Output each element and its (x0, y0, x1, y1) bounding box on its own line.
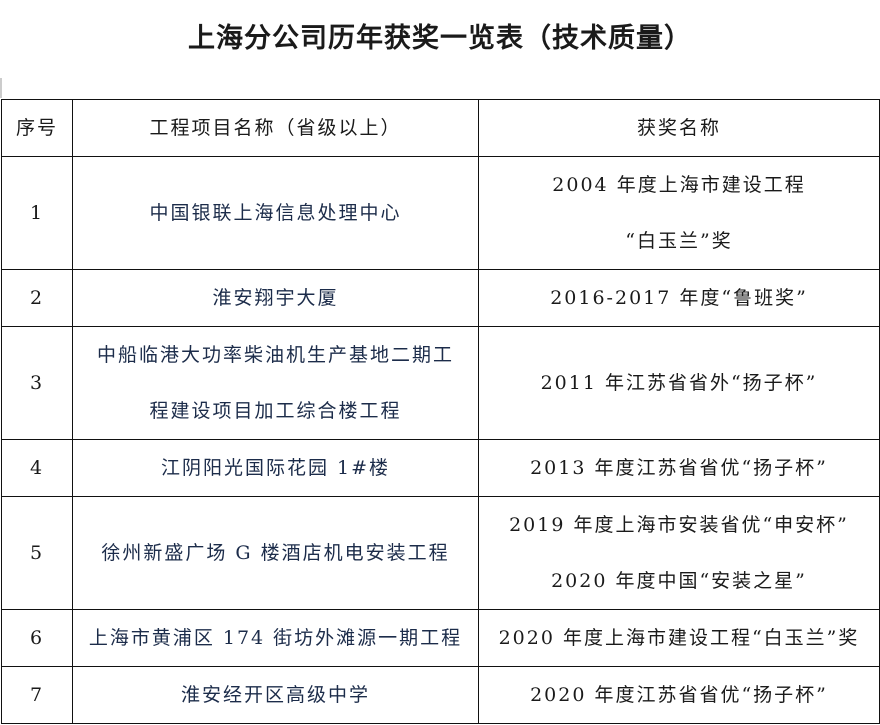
table-header-row: 序号 工程项目名称（省级以上） 获奖名称 (1, 99, 880, 157)
cell-index-line: 4 (29, 457, 45, 479)
cell-project-line: 中船临港大功率柴油机生产基地二期工 (96, 344, 454, 366)
cell-project-line: 江阴阳光国际花园 1#楼 (160, 457, 391, 479)
cell-index: 2 (1, 269, 73, 327)
cell-award-line: 2019 年度上海市安装省优“申安杯” (509, 514, 849, 536)
cell-award: 2011 年江苏省省外“扬子杯” (478, 326, 880, 440)
cell-award: 2020 年度江苏省省优“扬子杯” (478, 666, 880, 724)
cell-award-line: 2020 年度中国“安装之星” (551, 570, 807, 592)
cell-project: 徐州新盛广场 G 楼酒店机电安装工程 (72, 496, 479, 610)
cell-project: 中国银联上海信息处理中心 (72, 156, 479, 270)
table-row: 1 中国银联上海信息处理中心 2004 年度上海市建设工程 “白玉兰”奖 (1, 156, 880, 270)
cell-award-line: 2020 年度上海市建设工程“白玉兰”奖 (498, 627, 860, 649)
page-title: 上海分公司历年获奖一览表（技术质量） (188, 23, 692, 54)
cell-project: 中船临港大功率柴油机生产基地二期工 程建设项目加工综合楼工程 (72, 326, 479, 440)
cell-index-line: 5 (29, 542, 45, 564)
cell-award-line: “白玉兰”奖 (625, 230, 733, 252)
cell-project: 上海市黄浦区 174 街坊外滩源一期工程 (72, 609, 479, 667)
cell-index: 6 (1, 609, 73, 667)
cell-index-line: 1 (29, 202, 45, 224)
cell-award-line: 2004 年度上海市建设工程 (552, 174, 806, 196)
header-index: 序号 (1, 99, 73, 157)
table-row: 2 淮安翔宇大厦 2016-2017 年度“鲁班奖” (1, 269, 880, 327)
cell-project: 淮安翔宇大厦 (72, 269, 479, 327)
cell-project-line: 徐州新盛广场 G 楼酒店机电安装工程 (101, 542, 450, 564)
cell-award: 2013 年度江苏省省优“扬子杯” (478, 439, 880, 497)
cell-project-line: 上海市黄浦区 174 街坊外滩源一期工程 (88, 627, 463, 649)
cell-index: 7 (1, 666, 73, 724)
cell-award-line: 2011 年江苏省省外“扬子杯” (540, 372, 818, 394)
cell-award-line: 2020 年度江苏省省优“扬子杯” (530, 684, 828, 706)
cell-project-line: 中国银联上海信息处理中心 (149, 202, 402, 224)
awards-table: 序号 工程项目名称（省级以上） 获奖名称 1 中国银联上海信息处理中心 2004 年… (1, 99, 880, 724)
cell-project: 江阴阳光国际花园 1#楼 (72, 439, 479, 497)
cell-award: 2004 年度上海市建设工程 “白玉兰”奖 (478, 156, 880, 270)
header-project: 工程项目名称（省级以上） (72, 99, 479, 157)
cell-award-line: 2013 年度江苏省省优“扬子杯” (530, 457, 828, 479)
cell-index-line: 6 (29, 627, 45, 649)
cell-project: 淮安经开区高级中学 (72, 666, 479, 724)
margin-mark (0, 78, 2, 98)
cell-award: 2016-2017 年度“鲁班奖” (478, 269, 880, 327)
cell-index: 4 (1, 439, 73, 497)
cell-award: 2020 年度上海市建设工程“白玉兰”奖 (478, 609, 880, 667)
table-row: 3 中船临港大功率柴油机生产基地二期工 程建设项目加工综合楼工程 2011 年江苏省省… (1, 326, 880, 440)
cell-index: 5 (1, 496, 73, 610)
cell-index: 3 (1, 326, 73, 440)
table-row: 7 淮安经开区高级中学 2020 年度江苏省省优“扬子杯” (1, 666, 880, 724)
cell-project-line: 淮安经开区高级中学 (180, 684, 370, 706)
cell-index-line: 3 (29, 372, 45, 394)
cell-award: 2019 年度上海市安装省优“申安杯” 2020 年度中国“安装之星” (478, 496, 880, 610)
cell-index: 1 (1, 156, 73, 270)
cell-project-line: 程建设项目加工综合楼工程 (149, 400, 402, 422)
cell-index-line: 2 (29, 287, 45, 309)
table-row: 6 上海市黄浦区 174 街坊外滩源一期工程 2020 年度上海市建设工程“白玉兰”… (1, 609, 880, 667)
table-row: 5 徐州新盛广场 G 楼酒店机电安装工程 2019 年度上海市安装省优“申安杯” 20… (1, 496, 880, 610)
header-award: 获奖名称 (478, 99, 880, 157)
table-row: 4 江阴阳光国际花园 1#楼 2013 年度江苏省省优“扬子杯” (1, 439, 880, 497)
cell-index-line: 7 (29, 684, 45, 706)
cell-award-line: 2016-2017 年度“鲁班奖” (550, 287, 808, 309)
cell-project-line: 淮安翔宇大厦 (212, 287, 339, 309)
